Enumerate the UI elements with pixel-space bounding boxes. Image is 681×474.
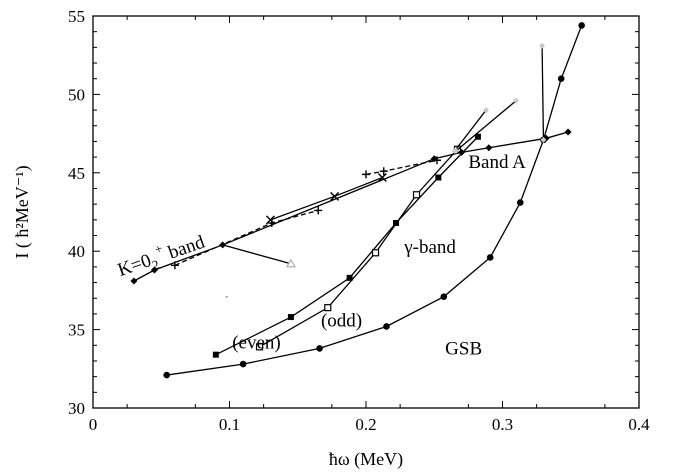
data-point [458, 148, 466, 156]
data-point [212, 351, 219, 358]
y-tick-label: 45 [68, 164, 85, 183]
data-point [539, 42, 546, 49]
series [170, 206, 323, 270]
data-point [371, 249, 380, 257]
data-point [440, 293, 448, 300]
series [265, 173, 387, 225]
data-point [578, 22, 585, 29]
series-line [133, 131, 569, 282]
data-point [379, 167, 388, 176]
x-tick-label: 0.4 [628, 415, 650, 434]
series [130, 128, 572, 285]
data-point [362, 170, 370, 179]
x-tick-label: 0 [89, 415, 98, 434]
data-point [255, 343, 264, 351]
data-point [513, 97, 520, 104]
data-point [225, 295, 228, 298]
data-point [557, 75, 565, 83]
annotation-label: GSB [445, 339, 482, 360]
data-point [163, 371, 171, 379]
data-point [453, 147, 460, 154]
annotation-label: (even) [232, 332, 281, 353]
axis-ticks: 0 0.1 0.2 0.3 0.4 30 35 40 45 50 55 [68, 7, 650, 434]
series [285, 258, 296, 268]
series-line [455, 100, 517, 152]
data-point [150, 266, 158, 274]
data-point [486, 254, 494, 261]
k-band-prefix: K=0 [115, 250, 154, 281]
x-axis-label: ħω (MeV) [329, 449, 403, 470]
k-band-superscript: + [153, 241, 165, 258]
data-point [485, 144, 493, 152]
data-point [267, 218, 276, 227]
x-tick-label: 0.3 [492, 415, 513, 434]
data-point [324, 304, 332, 312]
plot-border [92, 15, 640, 409]
series-line [166, 25, 583, 376]
data-point [330, 191, 340, 201]
series-line [222, 244, 292, 265]
label-layer: Band A γ-band GSB (even) (odd) K=02+ band [113, 152, 526, 360]
series [163, 22, 585, 379]
data-point [516, 199, 524, 206]
series-line [541, 45, 545, 140]
annotation-label: γ-band [403, 237, 456, 258]
data-point [316, 345, 323, 352]
data-point [412, 191, 421, 199]
k-band-subscript: 2 [150, 257, 161, 273]
series [451, 107, 490, 154]
x-tick-label: 0.2 [355, 415, 376, 434]
series [362, 156, 441, 179]
y-tick-label: 35 [68, 321, 85, 340]
x-tick-label: 0.1 [219, 415, 240, 434]
data-point [540, 136, 547, 143]
data-point [564, 128, 572, 136]
series [222, 244, 292, 265]
y-axis-label: I ( ħ²MeV⁻¹) [12, 165, 33, 258]
k-band-label: K=02+ band [113, 227, 208, 284]
k-band-suffix: band [161, 232, 208, 266]
series-line [454, 109, 487, 152]
series [539, 42, 547, 143]
data-point [170, 261, 179, 270]
data-point [130, 277, 138, 285]
y-tick-label: 50 [68, 85, 85, 104]
data-point [483, 107, 490, 114]
data-point [432, 156, 441, 165]
data-point [285, 258, 296, 268]
series [225, 295, 228, 298]
plot-frame [92, 15, 640, 409]
y-tick-label: 30 [68, 399, 85, 418]
data-point [377, 173, 387, 182]
series-layer [130, 22, 585, 379]
data-point [383, 323, 390, 330]
data-point [474, 133, 481, 140]
annotation-label: (odd) [321, 310, 362, 331]
series-line [270, 176, 383, 221]
y-tick-label: 55 [68, 7, 85, 26]
y-tick-label: 40 [68, 242, 85, 261]
data-point [287, 314, 294, 321]
data-point [346, 274, 353, 281]
series [453, 97, 520, 154]
data-point [435, 174, 442, 181]
data-point [314, 206, 323, 215]
annotation-label: Band A [468, 152, 526, 173]
data-point [239, 360, 247, 368]
